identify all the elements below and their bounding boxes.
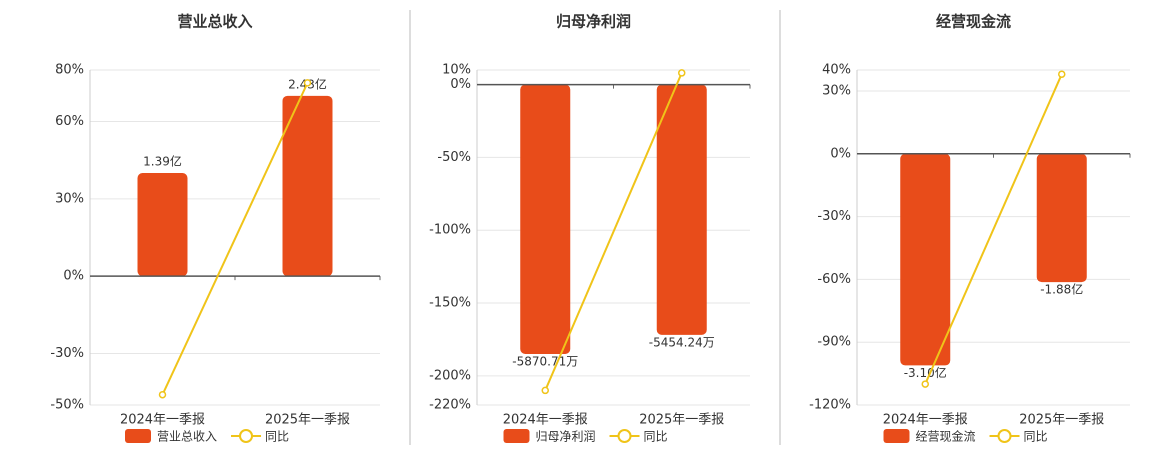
legend-label: 同比 [265, 430, 289, 444]
legend-swatch [997, 429, 1012, 443]
data-label: -3.10亿 [904, 365, 947, 380]
bar [520, 84, 571, 355]
legend-label: 营业总收入 [157, 430, 217, 444]
x-tick-label: 2024年一季报 [503, 413, 588, 428]
chart-panel: 营业总收入 80% 60% 30% 0% -30% -50% 2024年一季报 2025年一季报… [50, 13, 381, 444]
line-point [158, 390, 167, 399]
y-tick-label: 60% [55, 114, 84, 129]
y-tick-label: -150% [429, 296, 471, 311]
chart-panel: 归母净利润 10%0% -50% -100% -150% -200% -220% 2024年一… [429, 13, 751, 444]
chart-panel: 经营现金流 40% 30% 0% -30% -60% -90% -120% 2024年一季报 20… [809, 13, 1131, 444]
data-label: -5454.24万 [649, 335, 715, 349]
chart-title: 经营现金流 [936, 13, 1011, 31]
chart-title: 营业总收入 [177, 13, 252, 31]
y-tick-label: -220% [429, 398, 471, 413]
bar [656, 84, 707, 335]
line-point [303, 79, 312, 87]
legend-label: 经营现金流 [916, 429, 976, 444]
y-tick-label: -50% [50, 398, 84, 413]
y-tick-label: -200% [429, 368, 471, 383]
y-tick-label: -90% [817, 335, 851, 350]
data-label: 1.39亿 [143, 154, 182, 169]
bar [900, 153, 951, 366]
chart-title: 归母净利润 [556, 13, 631, 31]
y-tick-label: 30% [822, 83, 851, 98]
legend-swatch [239, 429, 254, 443]
x-tick-label: 2024年一季报 [120, 413, 205, 428]
legend-swatch [125, 429, 151, 443]
y-tick-label: 0% [450, 77, 471, 92]
x-tick-label: 2024年一季报 [883, 413, 968, 428]
legend-swatch [883, 429, 910, 443]
data-label: -1.88亿 [1040, 282, 1083, 297]
y-tick-label: -120% [809, 398, 851, 413]
y-tick-label: -30% [817, 209, 851, 224]
y-tick-label: -30% [50, 346, 84, 361]
line-point [678, 69, 686, 77]
y-tick-label: 40% [822, 63, 851, 78]
line [544, 72, 683, 391]
legend-swatch [617, 429, 632, 443]
x-tick-label: 2025年一季报 [265, 413, 350, 428]
y-tick-label: 10% [442, 63, 471, 78]
line-point [1058, 70, 1066, 78]
y-tick-label: 80% [55, 63, 84, 78]
y-tick-label: 0% [830, 146, 851, 161]
data-label: -5870.71万 [512, 355, 578, 369]
bar [1036, 153, 1087, 283]
legend-label: 同比 [644, 430, 668, 444]
y-tick-label: 0% [63, 269, 84, 284]
legend-label: 同比 [1024, 430, 1048, 444]
y-tick-label: -100% [429, 223, 471, 238]
bar [137, 173, 188, 277]
y-tick-label: 30% [55, 191, 84, 206]
bar [282, 95, 333, 277]
x-tick-label: 2025年一季报 [639, 413, 724, 428]
y-tick-label: -60% [817, 272, 851, 287]
line [161, 82, 309, 396]
line-point [541, 386, 549, 395]
line-point [921, 380, 929, 388]
x-tick-label: 2025年一季报 [1019, 413, 1104, 428]
line [924, 73, 1063, 385]
legend-label: 归母净利润 [536, 430, 596, 444]
y-tick-label: -50% [437, 150, 471, 165]
legend-swatch [503, 429, 530, 443]
